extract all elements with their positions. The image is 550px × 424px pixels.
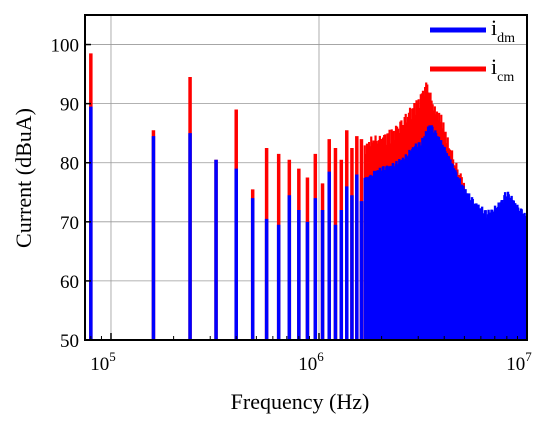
x-tick-label: 106 (298, 349, 324, 375)
plot-frame (84, 14, 528, 341)
x-tick-label: 107 (506, 349, 532, 375)
y-tick-label: 60 (60, 272, 79, 293)
legend: idm icm (430, 15, 515, 85)
legend-label: idm (491, 15, 515, 46)
y-tick-label: 100 (51, 36, 80, 57)
x-tick-labels: 105 106 107 (90, 349, 532, 375)
dm-dense-spikes (363, 125, 527, 340)
y-tick-label: 80 (60, 154, 79, 175)
y-tick-label: 70 (60, 213, 79, 234)
legend-label: icm (491, 54, 514, 85)
y-tick-label: 50 (60, 331, 79, 352)
legend-item-cm: icm (430, 54, 514, 85)
tick-marks (85, 43, 528, 341)
x-tick-label: 105 (90, 349, 116, 375)
y-tick-label: 90 (60, 95, 79, 116)
y-tick-labels: 50 60 70 80 90 100 (51, 36, 80, 352)
legend-item-dm: idm (430, 15, 515, 46)
dm-series (89, 106, 527, 340)
x-axis-title: Frequency (Hz) (231, 389, 370, 414)
data-marks (89, 53, 527, 340)
y-axis-title: Current (dBuA) (11, 108, 36, 248)
